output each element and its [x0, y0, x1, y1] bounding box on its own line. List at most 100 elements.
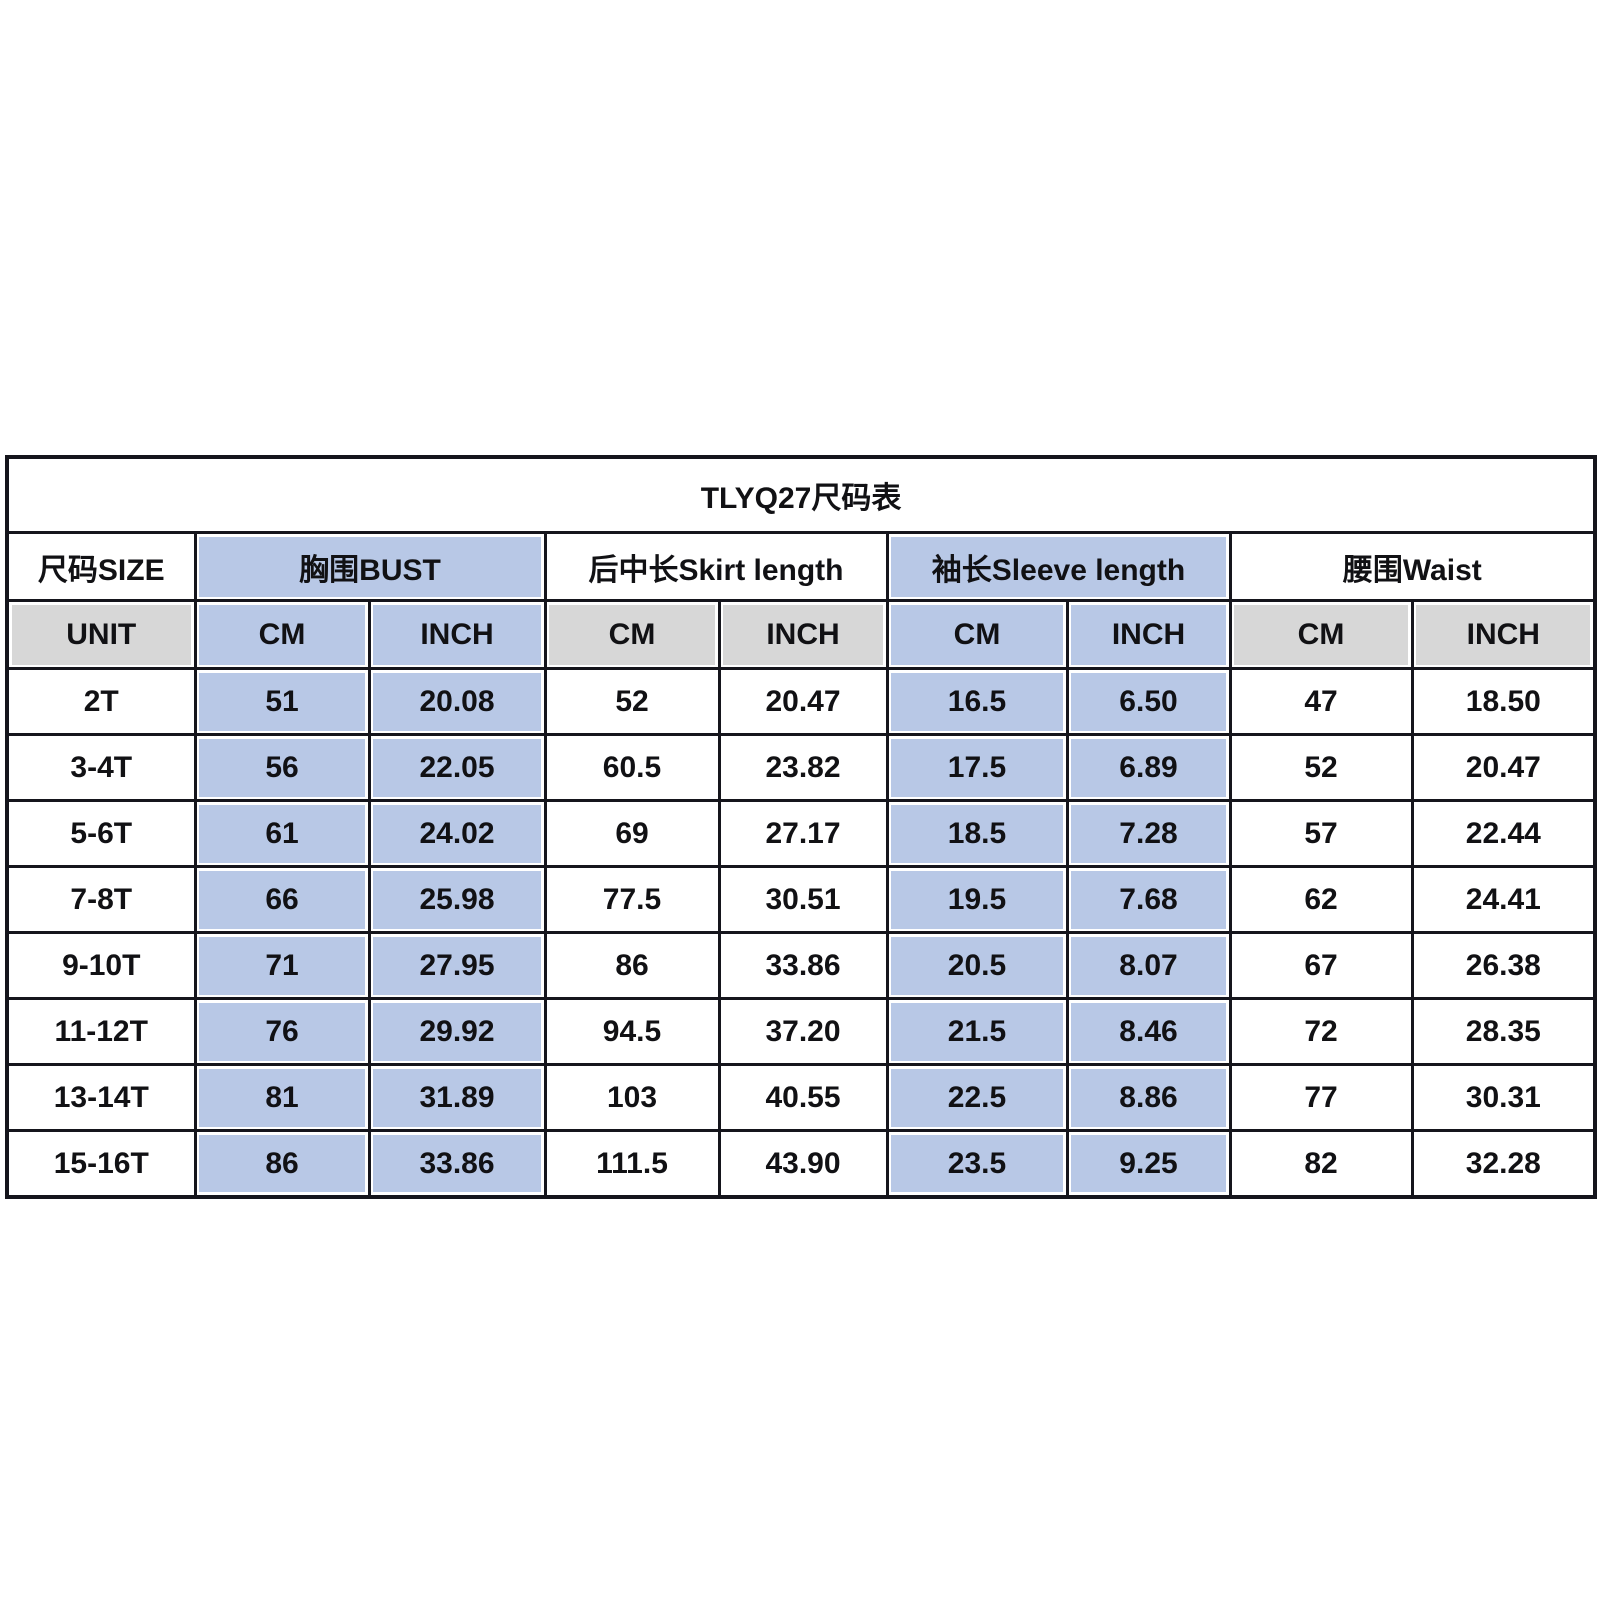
sleeve-inch-cell: 7.68	[1065, 865, 1232, 934]
group-header-skirt-length: 后中长Skirt length	[543, 531, 889, 602]
skirt-cm-header: CM	[543, 599, 721, 670]
title-row: TLYQ27尺码表	[5, 455, 1597, 534]
sleeve-cm-cell: 21.5	[885, 997, 1069, 1066]
sleeve-cm-cell: 19.5	[885, 865, 1069, 934]
skirt-inch-cell: 20.47	[717, 667, 889, 736]
size-cell: 13-14T	[5, 1063, 197, 1132]
size-chart-table: TLYQ27尺码表 尺码SIZE 胸围BUST 后中长Skirt length …	[5, 455, 1598, 1199]
sleeve-inch-cell: 8.86	[1065, 1063, 1232, 1132]
skirt-cm-cell: 103	[543, 1063, 721, 1132]
sleeve-inch-cell: 6.50	[1065, 667, 1232, 736]
waist-inch-cell: 22.44	[1410, 799, 1597, 868]
table-row: 9-10T 71 27.95 86 33.86 20.5 8.07 67 26.…	[5, 931, 1597, 1000]
sleeve-inch-cell: 8.46	[1065, 997, 1232, 1066]
sleeve-inch-cell: 8.07	[1065, 931, 1232, 1000]
size-cell: 15-16T	[5, 1129, 197, 1199]
bust-inch-cell: 27.95	[367, 931, 547, 1000]
bust-inch-cell: 20.08	[367, 667, 547, 736]
unit-header-row: UNIT CM INCH CM INCH CM INCH CM INCH	[5, 599, 1597, 670]
bust-inch-cell: 33.86	[367, 1129, 547, 1199]
bust-cm-cell: 76	[193, 997, 371, 1066]
waist-inch-cell: 20.47	[1410, 733, 1597, 802]
bust-inch-cell: 29.92	[367, 997, 547, 1066]
bust-cm-cell: 66	[193, 865, 371, 934]
skirt-inch-cell: 33.86	[717, 931, 889, 1000]
bust-cm-header: CM	[193, 599, 371, 670]
waist-inch-cell: 32.28	[1410, 1129, 1597, 1199]
group-header-size: 尺码SIZE	[5, 531, 197, 602]
skirt-inch-cell: 30.51	[717, 865, 889, 934]
table-row: 11-12T 76 29.92 94.5 37.20 21.5 8.46 72 …	[5, 997, 1597, 1066]
group-header-row: 尺码SIZE 胸围BUST 后中长Skirt length 袖长Sleeve l…	[5, 531, 1597, 602]
sleeve-inch-cell: 7.28	[1065, 799, 1232, 868]
skirt-inch-cell: 43.90	[717, 1129, 889, 1199]
group-header-sleeve-length: 袖长Sleeve length	[885, 531, 1232, 602]
table-row: 7-8T 66 25.98 77.5 30.51 19.5 7.68 62 24…	[5, 865, 1597, 934]
chart-title: TLYQ27尺码表	[5, 455, 1597, 534]
waist-inch-cell: 30.31	[1410, 1063, 1597, 1132]
group-header-bust: 胸围BUST	[193, 531, 547, 602]
size-cell: 7-8T	[5, 865, 197, 934]
sleeve-inch-cell: 6.89	[1065, 733, 1232, 802]
sleeve-inch-header: INCH	[1065, 599, 1232, 670]
bust-inch-header: INCH	[367, 599, 547, 670]
waist-cm-cell: 67	[1228, 931, 1414, 1000]
waist-cm-cell: 57	[1228, 799, 1414, 868]
waist-inch-header: INCH	[1410, 599, 1597, 670]
bust-inch-cell: 25.98	[367, 865, 547, 934]
sleeve-cm-cell: 20.5	[885, 931, 1069, 1000]
skirt-inch-header: INCH	[717, 599, 889, 670]
table-row: 3-4T 56 22.05 60.5 23.82 17.5 6.89 52 20…	[5, 733, 1597, 802]
waist-cm-cell: 77	[1228, 1063, 1414, 1132]
waist-inch-cell: 28.35	[1410, 997, 1597, 1066]
bust-cm-cell: 86	[193, 1129, 371, 1199]
skirt-cm-cell: 94.5	[543, 997, 721, 1066]
skirt-inch-cell: 40.55	[717, 1063, 889, 1132]
waist-cm-cell: 47	[1228, 667, 1414, 736]
size-cell: 9-10T	[5, 931, 197, 1000]
size-cell: 5-6T	[5, 799, 197, 868]
waist-inch-cell: 24.41	[1410, 865, 1597, 934]
table-row: 13-14T 81 31.89 103 40.55 22.5 8.86 77 3…	[5, 1063, 1597, 1132]
skirt-cm-cell: 52	[543, 667, 721, 736]
waist-cm-cell: 62	[1228, 865, 1414, 934]
skirt-inch-cell: 27.17	[717, 799, 889, 868]
size-chart-container: TLYQ27尺码表 尺码SIZE 胸围BUST 后中长Skirt length …	[5, 455, 1598, 1199]
bust-cm-cell: 61	[193, 799, 371, 868]
skirt-cm-cell: 77.5	[543, 865, 721, 934]
sleeve-inch-cell: 9.25	[1065, 1129, 1232, 1199]
skirt-inch-cell: 23.82	[717, 733, 889, 802]
sleeve-cm-cell: 16.5	[885, 667, 1069, 736]
bust-inch-cell: 31.89	[367, 1063, 547, 1132]
waist-inch-cell: 26.38	[1410, 931, 1597, 1000]
bust-cm-cell: 51	[193, 667, 371, 736]
size-cell: 2T	[5, 667, 197, 736]
bust-cm-cell: 71	[193, 931, 371, 1000]
waist-cm-cell: 72	[1228, 997, 1414, 1066]
waist-cm-cell: 52	[1228, 733, 1414, 802]
sleeve-cm-cell: 18.5	[885, 799, 1069, 868]
sleeve-cm-cell: 17.5	[885, 733, 1069, 802]
group-header-waist: 腰围Waist	[1228, 531, 1597, 602]
bust-cm-cell: 56	[193, 733, 371, 802]
table-row: 2T 51 20.08 52 20.47 16.5 6.50 47 18.50	[5, 667, 1597, 736]
table-row: 15-16T 86 33.86 111.5 43.90 23.5 9.25 82…	[5, 1129, 1597, 1199]
sleeve-cm-cell: 22.5	[885, 1063, 1069, 1132]
waist-cm-header: CM	[1228, 599, 1414, 670]
waist-inch-cell: 18.50	[1410, 667, 1597, 736]
skirt-cm-cell: 60.5	[543, 733, 721, 802]
skirt-cm-cell: 86	[543, 931, 721, 1000]
table-row: 5-6T 61 24.02 69 27.17 18.5 7.28 57 22.4…	[5, 799, 1597, 868]
bust-cm-cell: 81	[193, 1063, 371, 1132]
size-cell: 3-4T	[5, 733, 197, 802]
size-cell: 11-12T	[5, 997, 197, 1066]
skirt-inch-cell: 37.20	[717, 997, 889, 1066]
bust-inch-cell: 22.05	[367, 733, 547, 802]
unit-label-cell: UNIT	[5, 599, 197, 670]
waist-cm-cell: 82	[1228, 1129, 1414, 1199]
sleeve-cm-cell: 23.5	[885, 1129, 1069, 1199]
sleeve-cm-header: CM	[885, 599, 1069, 670]
bust-inch-cell: 24.02	[367, 799, 547, 868]
skirt-cm-cell: 69	[543, 799, 721, 868]
